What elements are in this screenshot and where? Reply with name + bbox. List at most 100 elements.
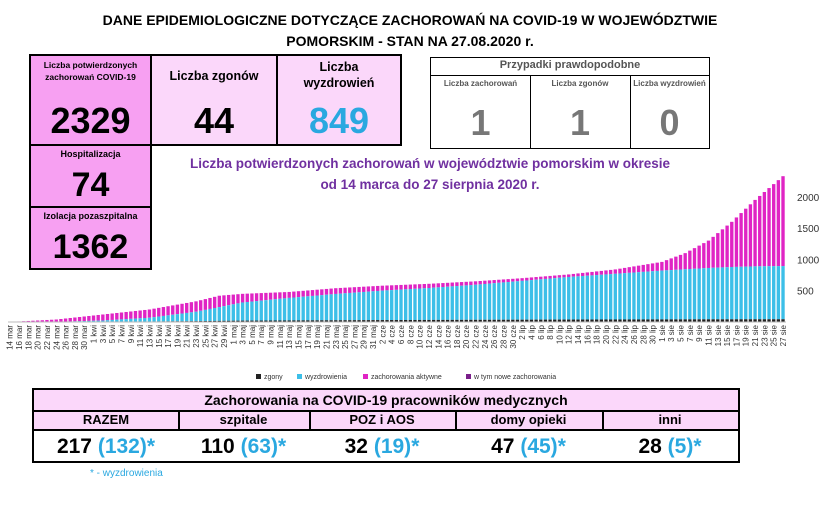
medical-recovered: (19): [373, 435, 412, 458]
bar-deaths: [744, 319, 748, 322]
bar-deaths: [697, 319, 701, 322]
bar-day: [622, 267, 627, 322]
bar-active: [245, 293, 249, 303]
bar-recovered: [511, 281, 515, 320]
x-tick-label: 28 mar: [71, 325, 80, 350]
bar-day: [180, 303, 184, 322]
bar-deaths: [590, 319, 594, 322]
bar-deaths: [678, 319, 683, 322]
bar-active: [473, 281, 478, 285]
bar-recovered: [557, 277, 562, 320]
bar-day: [781, 176, 785, 322]
bar-deaths: [306, 320, 310, 322]
isolation-label: Izolacja pozaszpitalna: [43, 211, 138, 221]
bar-active: [692, 248, 697, 269]
bar-deaths: [650, 319, 655, 322]
bar-active: [63, 318, 68, 322]
bar-active: [608, 269, 613, 275]
x-tick-label: 9 maj: [267, 325, 276, 345]
medical-recovered: (132): [97, 435, 147, 458]
bar-recovered: [203, 309, 208, 322]
bar-deaths: [627, 319, 631, 322]
bar-day: [604, 270, 608, 322]
bar-deaths: [362, 320, 366, 322]
bar-recovered: [268, 299, 273, 321]
bar-day: [296, 291, 301, 322]
bar-active: [250, 293, 254, 302]
bar-active: [716, 233, 720, 268]
bar-day: [506, 279, 510, 322]
bar-recovered: [604, 274, 608, 320]
bar-recovered: [655, 270, 659, 320]
bar-recovered: [636, 272, 641, 320]
bar-active: [534, 277, 538, 280]
bar-active: [226, 294, 231, 306]
x-tick-label: 30 cze: [509, 324, 518, 348]
bar-day: [627, 267, 631, 322]
bar-day: [431, 283, 436, 322]
x-tick-label: 26 lip: [630, 324, 639, 344]
bar-day: [329, 288, 333, 322]
bar-deaths: [469, 319, 473, 322]
bar-active: [683, 253, 687, 270]
bar-recovered: [599, 274, 604, 320]
bar-recovered: [730, 267, 734, 320]
bar-day: [664, 260, 669, 322]
bar-deaths: [287, 320, 291, 322]
bar-recovered: [543, 278, 548, 320]
bar-day: [222, 295, 226, 322]
bar-recovered: [506, 282, 510, 320]
footnote-star: *: [693, 435, 702, 458]
bar-deaths: [622, 319, 627, 322]
x-tick-label: 24 lip: [621, 324, 630, 344]
bar-recovered: [520, 280, 524, 320]
bar-deaths: [669, 319, 673, 322]
legend-label: wyzdrowienia: [304, 374, 347, 381]
bar-day: [581, 272, 585, 322]
bar-active: [772, 184, 776, 267]
bar-deaths: [543, 319, 548, 322]
bar-day: [217, 295, 221, 322]
bar-active: [282, 292, 287, 299]
page-title: DANE EPIDEMIOLOGICZNE DOTYCZĄCE ZACHOROW…: [0, 10, 820, 52]
bars-group: [8, 176, 785, 322]
bar-day: [762, 192, 767, 322]
bar-deaths: [334, 320, 338, 322]
bar-active: [82, 316, 86, 322]
bar-recovered: [525, 280, 529, 320]
hospital-value: 74: [71, 166, 110, 204]
bar-active: [604, 270, 608, 275]
bar-active: [781, 176, 785, 267]
bar-recovered: [157, 316, 161, 322]
bar-recovered: [185, 312, 189, 322]
footnote-star: *: [146, 435, 156, 458]
bar-active: [627, 267, 631, 273]
isolation-box: Izolacja pozaszpitalna 1362: [29, 206, 152, 270]
bar-recovered: [497, 282, 501, 320]
bar-active: [660, 261, 664, 271]
bar-recovered: [105, 320, 110, 322]
bar-recovered: [119, 319, 124, 322]
bar-deaths: [692, 319, 697, 322]
bar-active: [674, 256, 678, 270]
isolation-value: 1362: [52, 228, 129, 266]
bar-active: [171, 305, 175, 315]
probable-cases-cell: Liczba zachorowań 1: [431, 76, 531, 148]
bar-day: [315, 289, 319, 322]
x-tick-label: 25 sie: [770, 324, 779, 346]
bar-day: [590, 271, 594, 322]
bar-day: [101, 314, 105, 322]
bar-deaths: [399, 320, 403, 322]
bar-day: [650, 263, 655, 322]
bar-day: [515, 278, 520, 322]
bar-day: [641, 264, 645, 322]
bar-active: [129, 311, 133, 319]
bar-active: [506, 279, 510, 283]
medical-col-label: szpitale: [178, 410, 309, 431]
bar-deaths: [431, 319, 436, 322]
bar-deaths: [282, 320, 287, 322]
x-tick-label: 17 kwi: [164, 325, 173, 348]
bar-active: [576, 273, 580, 277]
bar-day: [553, 275, 557, 322]
bar-active: [189, 302, 194, 313]
